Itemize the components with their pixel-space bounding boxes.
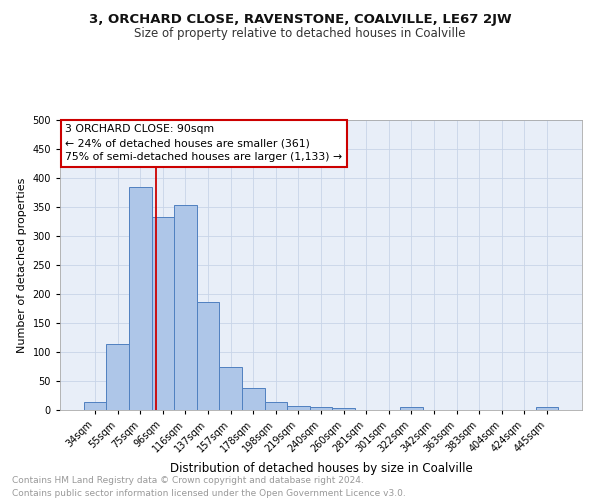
Text: Size of property relative to detached houses in Coalville: Size of property relative to detached ho…	[134, 28, 466, 40]
Text: Contains HM Land Registry data © Crown copyright and database right 2024.
Contai: Contains HM Land Registry data © Crown c…	[12, 476, 406, 498]
Bar	[536, 407, 558, 410]
Bar	[174, 204, 197, 410]
Bar	[220, 366, 242, 410]
Bar	[197, 302, 220, 410]
Text: 3, ORCHARD CLOSE, RAVENSTONE, COALVILLE, LE67 2JW: 3, ORCHARD CLOSE, RAVENSTONE, COALVILLE,…	[89, 12, 511, 26]
Bar	[152, 217, 174, 410]
Text: 3 ORCHARD CLOSE: 90sqm
← 24% of detached houses are smaller (361)
75% of semi-de: 3 ORCHARD CLOSE: 90sqm ← 24% of detached…	[65, 124, 343, 162]
Bar	[84, 402, 106, 410]
Y-axis label: Number of detached properties: Number of detached properties	[17, 178, 27, 352]
Bar	[106, 344, 129, 410]
Bar	[242, 388, 265, 410]
Bar	[310, 407, 332, 410]
Bar	[265, 402, 287, 410]
Bar	[287, 406, 310, 410]
Bar	[129, 186, 152, 410]
Bar	[400, 407, 422, 410]
X-axis label: Distribution of detached houses by size in Coalville: Distribution of detached houses by size …	[170, 462, 472, 475]
Bar	[332, 408, 355, 410]
